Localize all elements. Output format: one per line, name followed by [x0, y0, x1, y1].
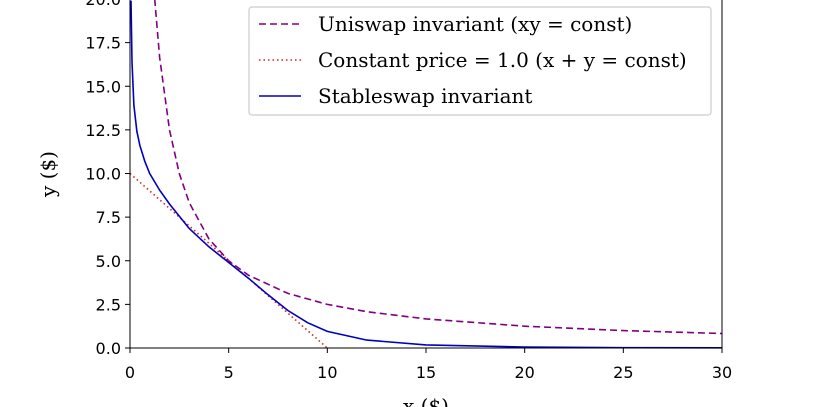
y-tick-label: 7.5: [96, 208, 121, 227]
x-tick-label: 15: [416, 363, 436, 382]
x-tick-label: 5: [224, 363, 234, 382]
series-line-1: [153, 0, 722, 335]
y-tick-label: 0.0: [96, 339, 121, 358]
legend-label-3: Stableswap invariant: [318, 84, 532, 108]
y-tick-label: 15.0: [85, 77, 121, 96]
x-tick-label: 10: [317, 363, 337, 382]
x-tick-label: 30: [712, 363, 732, 382]
y-tick-label: 20.0: [85, 0, 121, 9]
y-tick-label: 12.5: [85, 121, 121, 140]
y-tick-label: 5.0: [96, 252, 121, 271]
y-tick-label: 2.5: [96, 295, 121, 314]
x-axis-label: x ($): [403, 394, 449, 407]
series-line-2: [130, 172, 328, 349]
legend-box: [248, 6, 712, 116]
legend-label-2: Constant price = 1.0 (x + y = const): [318, 48, 687, 72]
series-line-3: [130, 0, 722, 349]
y-axis-label: y ($): [36, 151, 60, 198]
y-tick-label: 10.0: [85, 165, 121, 184]
x-tick-label: 25: [613, 363, 633, 382]
legend: Uniswap invariant (xy = const) Constant p…: [248, 6, 712, 116]
x-tick-label: 0: [125, 363, 135, 382]
y-tick-label: 17.5: [85, 34, 121, 53]
legend-label-1: Uniswap invariant (xy = const): [318, 12, 632, 36]
x-tick-label: 20: [514, 363, 534, 382]
ticks: 0 5 10 15 20 25 30 0.0 2.5 5.0 7.5 10.0 12.5 15.0 17.5…: [85, 0, 732, 382]
series-layer: [130, 0, 722, 349]
